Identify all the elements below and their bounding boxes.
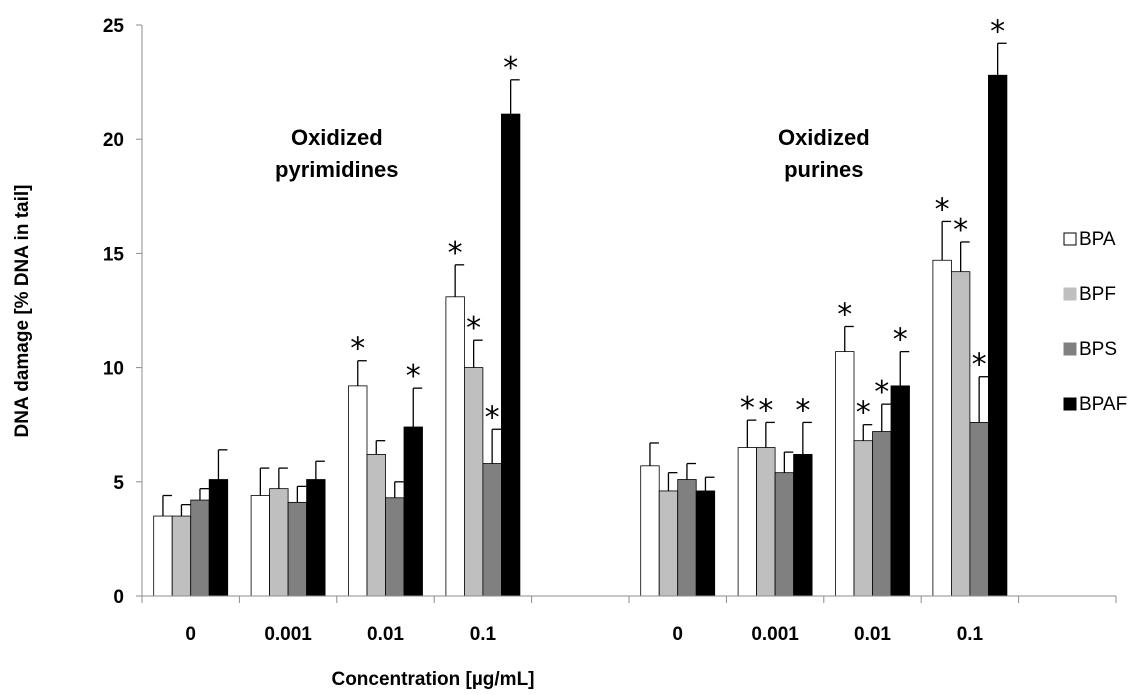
y-tick-label: 0 bbox=[113, 587, 124, 608]
bar bbox=[500, 113, 521, 597]
significance-star: * bbox=[935, 192, 950, 227]
y-axis-title: DNA damage [% DNA in tail] bbox=[12, 184, 33, 437]
significance-star: * bbox=[972, 348, 987, 383]
bar bbox=[988, 74, 1008, 597]
bar bbox=[737, 447, 757, 597]
bar bbox=[793, 453, 813, 597]
x-tick-label: 0 bbox=[185, 624, 196, 645]
bar bbox=[640, 465, 660, 597]
significance-star: * bbox=[406, 359, 421, 394]
x-tick-label: 0.01 bbox=[367, 624, 404, 645]
bar bbox=[756, 447, 776, 597]
x-tick-label: 0.001 bbox=[264, 624, 312, 645]
group-label: pyrimidines bbox=[275, 157, 398, 182]
significance-star: * bbox=[448, 236, 463, 271]
x-axis: 0 0.001 0.01 0.1 0 0.001 0.01 0.1 bbox=[141, 595, 1117, 645]
bar bbox=[677, 479, 697, 597]
bar bbox=[932, 259, 952, 597]
legend-label: BPA bbox=[1079, 229, 1116, 250]
bar bbox=[208, 479, 229, 597]
bar bbox=[366, 453, 386, 597]
bar bbox=[153, 515, 173, 597]
significance-star: * bbox=[350, 332, 365, 367]
y-tick-label: 10 bbox=[103, 359, 124, 380]
group-label: Oxidized bbox=[778, 125, 870, 150]
significance-star: * bbox=[758, 393, 773, 428]
group-annotations: Oxidized pyrimidines Oxidized purines bbox=[275, 125, 870, 182]
bars bbox=[153, 74, 1008, 597]
legend-swatch bbox=[1063, 287, 1077, 301]
significance-star: * bbox=[837, 297, 852, 332]
bar bbox=[951, 271, 971, 597]
bar bbox=[482, 463, 502, 597]
significance-star: * bbox=[485, 400, 500, 435]
bar bbox=[872, 431, 892, 597]
legend-swatch bbox=[1063, 397, 1077, 411]
y-tick-label: 25 bbox=[103, 16, 125, 37]
x-tick-label: 0 bbox=[672, 624, 683, 645]
bar bbox=[463, 367, 484, 597]
significance-star: * bbox=[893, 323, 908, 358]
x-tick-label: 0.1 bbox=[957, 624, 984, 645]
bar bbox=[445, 296, 465, 597]
bar bbox=[695, 490, 716, 597]
group-label: Oxidized bbox=[291, 125, 383, 150]
bar bbox=[658, 490, 679, 597]
y-axis: 0 5 10 15 20 25 bbox=[103, 16, 143, 608]
legend-swatch bbox=[1063, 342, 1077, 356]
bar bbox=[774, 472, 794, 597]
x-tick-label: 0.1 bbox=[470, 624, 497, 645]
bar bbox=[403, 426, 423, 597]
significance-star: * bbox=[953, 213, 968, 248]
significance-star: * bbox=[503, 51, 518, 86]
x-tick-label: 0.001 bbox=[751, 624, 799, 645]
bar bbox=[287, 501, 308, 597]
y-tick-label: 5 bbox=[113, 473, 124, 494]
bar bbox=[890, 385, 910, 597]
bar bbox=[250, 495, 271, 597]
y-tick-label: 20 bbox=[103, 130, 124, 151]
bar bbox=[171, 515, 192, 597]
bar bbox=[969, 422, 989, 597]
bar bbox=[348, 385, 368, 597]
significance-markers: ******* ********** bbox=[350, 14, 1005, 435]
significance-star: * bbox=[795, 393, 810, 428]
significance-star: * bbox=[990, 14, 1005, 49]
significance-star: * bbox=[856, 396, 871, 431]
y-tick-label: 15 bbox=[103, 244, 125, 265]
significance-star: * bbox=[874, 375, 889, 410]
bar bbox=[835, 351, 855, 597]
bar bbox=[306, 479, 326, 597]
error-bars bbox=[162, 42, 1007, 517]
bar bbox=[190, 499, 210, 597]
legend-label: BPS bbox=[1079, 339, 1117, 360]
bar bbox=[853, 440, 873, 597]
bar bbox=[269, 488, 289, 597]
group-label: purines bbox=[784, 157, 863, 182]
bar bbox=[385, 497, 405, 597]
significance-star: * bbox=[740, 391, 755, 426]
legend-label: BPAF bbox=[1079, 394, 1127, 415]
x-axis-title: Concentration [µg/mL] bbox=[331, 669, 534, 690]
legend-swatch bbox=[1063, 232, 1077, 246]
legend: BPA BPF BPS BPAF bbox=[1063, 229, 1127, 415]
significance-star: * bbox=[466, 311, 481, 346]
legend-label: BPF bbox=[1079, 284, 1116, 305]
x-tick-label: 0.01 bbox=[854, 624, 891, 645]
